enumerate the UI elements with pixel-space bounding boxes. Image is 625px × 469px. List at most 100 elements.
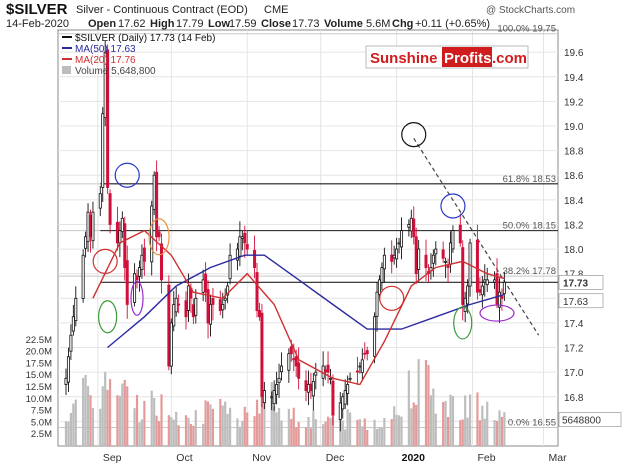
volume-bar bbox=[498, 410, 501, 446]
volume-bar bbox=[74, 399, 77, 446]
volume-bar bbox=[211, 408, 215, 446]
candle-body bbox=[497, 291, 501, 308]
candle-body bbox=[414, 236, 418, 275]
candle-body bbox=[98, 193, 102, 209]
candle-body bbox=[380, 267, 384, 283]
annotations bbox=[92, 122, 515, 340]
candle-body bbox=[253, 249, 257, 268]
volume-bars bbox=[64, 359, 506, 446]
y-tick-19.0: 19.0 bbox=[564, 122, 584, 133]
volume-tick-2.5M: 2.5M bbox=[31, 429, 52, 440]
quote-date: 14-Feb-2020 bbox=[6, 18, 69, 30]
candle-body bbox=[493, 279, 497, 283]
volume-bar bbox=[451, 396, 455, 446]
candle bbox=[280, 352, 284, 381]
candle-body bbox=[444, 260, 448, 263]
volume-bar bbox=[270, 382, 273, 446]
volume-bar bbox=[246, 412, 249, 446]
volume-bar bbox=[397, 415, 401, 446]
volume-bar bbox=[194, 410, 197, 446]
volume-bar bbox=[427, 364, 430, 446]
volume-bar bbox=[123, 379, 126, 446]
volume-bar bbox=[481, 405, 484, 446]
candle-body bbox=[382, 254, 386, 270]
candle-body bbox=[142, 247, 146, 262]
candle-body bbox=[74, 297, 78, 322]
chg-label: Chg bbox=[392, 18, 413, 30]
fib-label-2: 50.0% 18.15 bbox=[503, 221, 556, 232]
candle bbox=[69, 324, 73, 360]
candle bbox=[417, 240, 421, 282]
volume-bar bbox=[224, 401, 227, 446]
volume-bar bbox=[126, 386, 129, 446]
volume-bar bbox=[84, 375, 87, 446]
candle-body bbox=[167, 284, 171, 367]
volume-bar bbox=[150, 390, 153, 446]
volume-bar bbox=[503, 412, 506, 446]
ma50-tag: 17.63 bbox=[563, 297, 588, 308]
candle-body bbox=[475, 239, 479, 293]
candle-body bbox=[120, 217, 124, 232]
candle bbox=[272, 380, 276, 411]
volume-bar bbox=[290, 418, 293, 446]
volume-tick-5.0M: 5.0M bbox=[31, 417, 52, 428]
volume-bar bbox=[67, 421, 70, 446]
volume-bar bbox=[184, 415, 188, 446]
candle-body bbox=[106, 49, 110, 188]
candle-body bbox=[377, 279, 381, 295]
candle bbox=[346, 375, 350, 406]
candle bbox=[412, 206, 416, 245]
volume-bar bbox=[459, 420, 462, 446]
candle-body bbox=[84, 236, 88, 249]
candle bbox=[495, 258, 499, 309]
volume-bar bbox=[99, 408, 102, 446]
candle bbox=[108, 189, 112, 234]
candle bbox=[326, 351, 330, 384]
candle bbox=[275, 371, 279, 405]
candle-body bbox=[409, 217, 413, 232]
volume-bar bbox=[493, 419, 496, 446]
candle-body bbox=[186, 285, 190, 311]
volume-bar bbox=[219, 398, 222, 446]
volume-bar bbox=[500, 416, 504, 446]
candle bbox=[331, 374, 335, 426]
candle-body bbox=[160, 243, 164, 281]
high-label: High bbox=[150, 18, 175, 30]
candle-body bbox=[485, 279, 489, 286]
candle-body bbox=[434, 248, 438, 255]
candle-body bbox=[108, 193, 112, 225]
candle-body bbox=[101, 113, 105, 188]
volume-bar bbox=[393, 406, 396, 446]
trendline bbox=[413, 137, 540, 336]
volume-bar bbox=[329, 418, 332, 446]
volume-bar bbox=[277, 408, 281, 446]
fib-label-4: 0.0% 16.55 bbox=[508, 418, 556, 429]
volume-bar bbox=[400, 416, 403, 446]
candle bbox=[71, 304, 75, 336]
candle-body bbox=[451, 230, 455, 250]
candle-body bbox=[272, 390, 276, 405]
candle-body bbox=[64, 377, 68, 385]
volume-bar bbox=[341, 420, 344, 446]
candle bbox=[365, 346, 369, 361]
volume-bar bbox=[366, 429, 369, 446]
volume-bar bbox=[444, 401, 447, 446]
annotation-circle-red-4 bbox=[379, 285, 405, 311]
candle-body bbox=[221, 304, 225, 311]
volume-bar bbox=[395, 414, 398, 446]
annotation-circle-purple-7 bbox=[130, 280, 144, 316]
volume-bar bbox=[116, 395, 119, 446]
candle-body bbox=[441, 249, 445, 259]
volume-bar bbox=[155, 415, 158, 446]
volume-bar bbox=[358, 419, 361, 446]
brand-part3: .com bbox=[492, 50, 527, 67]
candle-body bbox=[280, 365, 284, 373]
legend-ma50: MA(50) 17.63 bbox=[62, 44, 136, 55]
candle-body bbox=[363, 352, 367, 355]
candle-body bbox=[223, 297, 227, 301]
candle-body bbox=[375, 291, 379, 317]
volume-bar bbox=[307, 416, 310, 446]
candle bbox=[137, 260, 141, 292]
candle bbox=[84, 231, 88, 258]
volume-bar bbox=[309, 428, 312, 446]
